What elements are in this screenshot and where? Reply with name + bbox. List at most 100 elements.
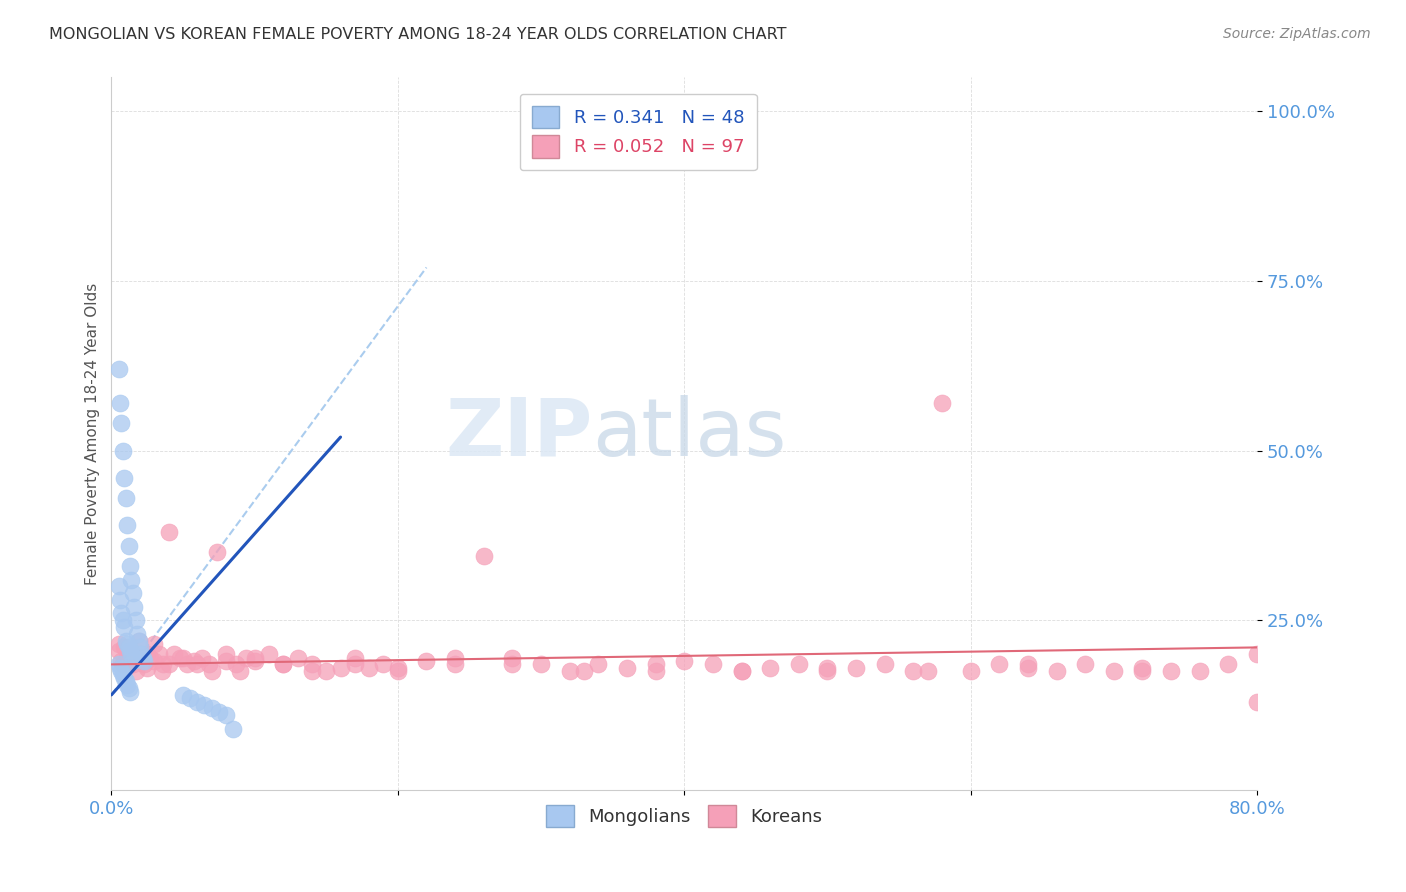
Point [108, 593, 131, 607]
Point [845, 661, 868, 675]
Point [1188, 664, 1211, 678]
Point [215, 647, 238, 661]
Point [215, 708, 238, 723]
Point [107, 657, 129, 672]
Point [107, 637, 129, 651]
Point [115, 678, 138, 692]
Point [415, 654, 437, 668]
Point [501, 650, 523, 665]
Point [114, 633, 136, 648]
Point [815, 664, 838, 678]
Point [530, 657, 553, 672]
Point [136, 661, 159, 675]
Point [222, 722, 245, 736]
Point [131, 647, 153, 661]
Point [1218, 657, 1240, 672]
Point [644, 657, 666, 672]
Point [117, 681, 139, 695]
Point [118, 684, 141, 698]
Point [122, 586, 145, 600]
Point [186, 695, 208, 709]
Point [143, 637, 166, 651]
Point [114, 674, 136, 689]
Point [1074, 657, 1097, 672]
Text: MONGOLIAN VS KOREAN FEMALE POVERTY AMONG 18-24 YEAR OLDS CORRELATION CHART: MONGOLIAN VS KOREAN FEMALE POVERTY AMONG… [49, 27, 787, 42]
Point [112, 671, 135, 685]
Point [208, 705, 231, 719]
Point [122, 647, 145, 661]
Point [125, 613, 148, 627]
Point [122, 657, 145, 672]
Point [301, 657, 323, 672]
Point [148, 647, 170, 661]
Point [387, 664, 409, 678]
Point [959, 664, 981, 678]
Point [343, 650, 366, 665]
Point [111, 443, 134, 458]
Point [873, 657, 896, 672]
Point [271, 657, 294, 672]
Point [117, 539, 139, 553]
Point [172, 650, 194, 665]
Point [501, 657, 523, 672]
Point [132, 650, 155, 665]
Point [359, 661, 381, 675]
Point [115, 518, 138, 533]
Point [134, 657, 156, 672]
Point [128, 633, 150, 648]
Point [644, 664, 666, 678]
Point [157, 657, 180, 672]
Point [108, 661, 131, 675]
Point [110, 607, 132, 621]
Point [257, 647, 280, 661]
Point [111, 657, 134, 672]
Point [190, 650, 212, 665]
Point [179, 691, 201, 706]
Point [558, 664, 581, 678]
Point [128, 633, 150, 648]
Point [117, 640, 139, 655]
Point [1132, 661, 1154, 675]
Point [201, 701, 224, 715]
Point [118, 644, 141, 658]
Point [114, 491, 136, 505]
Point [110, 654, 132, 668]
Point [1102, 664, 1125, 678]
Point [1246, 695, 1268, 709]
Point [315, 664, 337, 678]
Point [131, 650, 153, 665]
Point [176, 657, 198, 672]
Point [163, 647, 186, 661]
Point [1132, 664, 1154, 678]
Point [186, 657, 208, 672]
Point [730, 664, 752, 678]
Point [229, 664, 252, 678]
Point [115, 650, 138, 665]
Point [1017, 661, 1039, 675]
Point [107, 579, 129, 593]
Point [235, 650, 257, 665]
Point [150, 664, 173, 678]
Point [122, 654, 145, 668]
Point [1160, 664, 1182, 678]
Text: atlas: atlas [592, 394, 787, 473]
Point [157, 524, 180, 539]
Point [193, 698, 215, 712]
Y-axis label: Female Poverty Among 18-24 Year Olds: Female Poverty Among 18-24 Year Olds [86, 283, 100, 585]
Point [225, 657, 247, 672]
Point [730, 664, 752, 678]
Text: ZIP: ZIP [446, 394, 592, 473]
Point [112, 471, 135, 485]
Point [118, 657, 141, 672]
Point [215, 654, 238, 668]
Point [129, 650, 152, 665]
Point [143, 654, 166, 668]
Point [903, 664, 925, 678]
Point [444, 657, 467, 672]
Point [110, 417, 132, 431]
Point [115, 637, 138, 651]
Point [444, 650, 467, 665]
Point [111, 613, 134, 627]
Point [673, 654, 696, 668]
Point [110, 664, 132, 678]
